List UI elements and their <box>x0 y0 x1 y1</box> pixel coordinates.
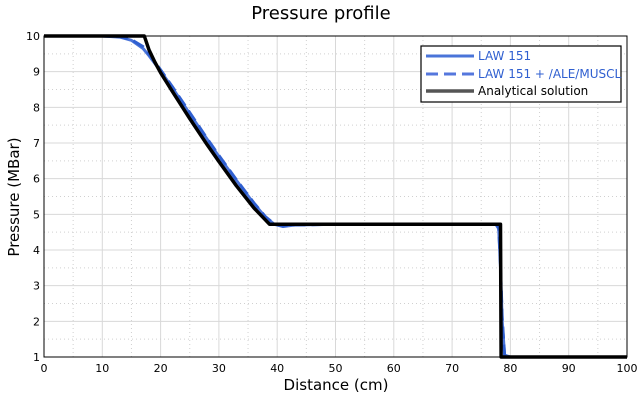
y-tick-label: 1 <box>33 351 40 364</box>
legend-label-analytical: Analytical solution <box>478 84 588 98</box>
series-line-analytical-solution <box>44 34 627 359</box>
axis-ticks: 0 10 20 30 40 50 60 70 80 90 100 1 2 3 4 5 6 7 8 9 10 <box>26 30 638 375</box>
legend-label-law151-ale-muscl: LAW 151 + /ALE/MUSCL <box>478 67 621 81</box>
x-tick-label: 90 <box>562 362 576 375</box>
x-tick-label: 70 <box>445 362 459 375</box>
y-tick-label: 7 <box>33 137 40 150</box>
series-group <box>44 34 627 359</box>
y-tick-label: 2 <box>33 315 40 328</box>
x-axis-label: Distance (cm) <box>284 376 389 394</box>
x-tick-label: 60 <box>387 362 401 375</box>
y-axis-label: Pressure (MBar) <box>5 137 23 256</box>
x-tick-label: 100 <box>617 362 638 375</box>
x-tick-label: 0 <box>41 362 48 375</box>
x-tick-label: 80 <box>503 362 517 375</box>
legend-label-law151: LAW 151 <box>478 49 531 63</box>
y-tick-label: 6 <box>33 173 40 186</box>
x-tick-label: 20 <box>154 362 168 375</box>
plot-frame <box>43 35 628 358</box>
x-tick-label: 30 <box>212 362 226 375</box>
legend: LAW 151 LAW 151 + /ALE/MUSCL Analytical … <box>420 45 622 103</box>
y-tick-label: 10 <box>26 30 40 43</box>
y-tick-label: 8 <box>33 101 40 114</box>
y-tick-label: 9 <box>33 66 40 79</box>
x-tick-label: 50 <box>329 362 343 375</box>
y-tick-label: 5 <box>33 208 40 221</box>
chart-title: Pressure profile <box>251 3 390 24</box>
y-tick-label: 3 <box>33 280 40 293</box>
x-tick-label: 40 <box>270 362 284 375</box>
y-tick-label: 4 <box>33 244 40 257</box>
x-tick-label: 10 <box>95 362 109 375</box>
